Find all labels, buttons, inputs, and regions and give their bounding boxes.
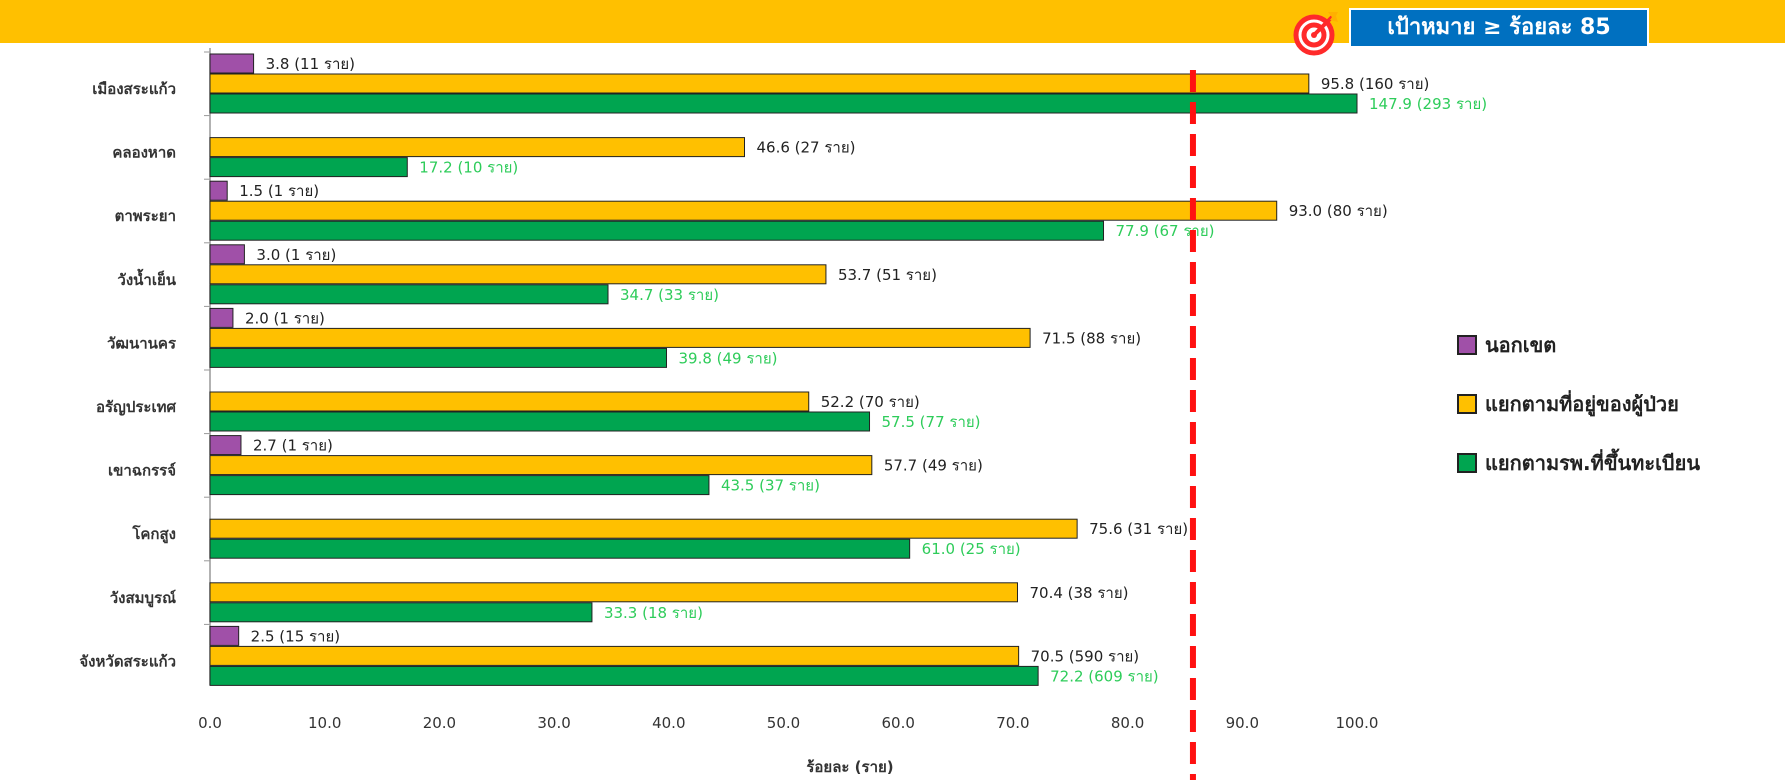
bar-patient [209,73,1310,94]
data-label: 17.2 (10 ราย) [419,159,518,177]
data-label: 93.0 (80 ราย) [1289,202,1388,220]
category-label: ตาพระยา [115,207,176,225]
data-label: 1.5 (1 ราย) [239,182,319,200]
data-label: 77.9 (67 ราย) [1116,222,1215,240]
data-label: 52.2 (70 ราย) [821,393,920,411]
bar-patient [209,327,1031,348]
data-label: 39.8 (49 ราย) [679,349,778,367]
legend-item-registered: แยกตามรพ.ที่ขึ้นทะเบียน [1457,448,1700,478]
bar-patient [209,518,1078,539]
bar-patient [209,200,1278,221]
data-label: 70.4 (38 ราย) [1029,584,1128,602]
legend-label-patient: แยกตามที่อยู่ของผู้ป่วย [1485,392,1679,416]
data-label: 70.5 (590 ราย) [1031,647,1140,665]
target-bullseye-icon [1293,12,1338,56]
category-label: เขาฉกรรจ์ [108,462,176,480]
bar-registered [209,475,710,496]
target-label: เป้าหมาย ≥ ร้อยละ 85 [1349,8,1649,48]
bar-outside [209,435,242,456]
x-axis-title: ร้อยละ (ราย) [806,758,893,776]
data-label: 95.8 (160 ราย) [1321,75,1430,93]
bar-registered [209,538,911,559]
bar-registered [209,93,1358,114]
data-label: 71.5 (88 ราย) [1042,329,1141,347]
data-label: 147.9 (293 ราย) [1369,95,1487,113]
data-label: 2.5 (15 ราย) [251,627,340,645]
bar-patient [209,582,1018,603]
x-tick-label: 40.0 [652,714,685,732]
bar-outside [209,244,245,265]
category-label: วังสมบูรณ์ [110,589,176,608]
data-label: 3.0 (1 ราย) [256,246,336,264]
bar-outside [209,53,255,74]
data-label: 57.7 (49 ราย) [884,457,983,475]
data-label: 3.8 (11 ราย) [266,55,355,73]
data-label: 57.5 (77 ราย) [882,413,981,431]
x-tick-label: 20.0 [423,714,456,732]
category-label: คลองหาด [112,144,176,162]
bar-registered [209,157,408,178]
category-label: อรัญประเทศ [96,398,176,416]
data-label: 34.7 (33 ราย) [620,286,719,304]
bar-patient [209,645,1020,666]
data-label: 46.6 (27 ราย) [757,139,856,157]
data-label: 2.7 (1 ราย) [253,437,333,455]
bar-patient [209,391,810,412]
x-tick-label: 0.0 [198,714,222,732]
category-label: วังน้ำเย็น [117,268,176,289]
legend-label-outside: นอกเขต [1485,333,1557,357]
legend-swatch-registered [1457,453,1477,473]
category-label: วัฒนานคร [107,334,177,352]
legend-item-patient: แยกตามที่อยู่ของผู้ป่วย [1457,389,1700,419]
bar-patient [209,264,827,285]
legend: นอกเขต แยกตามที่อยู่ของผู้ป่วย แยกตามรพ.… [1457,330,1700,507]
bar-outside [209,180,228,201]
category-label: เมืองสระแก้ว [92,80,176,98]
data-label: 43.5 (37 ราย) [721,477,820,495]
bar-outside [209,307,234,328]
bar-registered [209,220,1105,241]
data-label: 72.2 (609 ราย) [1050,667,1159,685]
legend-item-outside: นอกเขต [1457,330,1700,360]
x-tick-label: 70.0 [996,714,1029,732]
bar-patient [209,455,873,476]
category-label: จังหวัดสระแก้ว [79,652,176,670]
legend-label-registered: แยกตามรพ.ที่ขึ้นทะเบียน [1485,451,1701,475]
bar-patient [209,137,746,158]
data-label: 75.6 (31 ราย) [1089,520,1188,538]
x-tick-label: 60.0 [881,714,914,732]
bar-registered [209,411,871,432]
data-label: 2.0 (1 ราย) [245,309,325,327]
data-label: 61.0 (25 ราย) [922,540,1021,558]
x-tick-label: 90.0 [1226,714,1259,732]
bar-registered [209,347,668,368]
x-tick-label: 100.0 [1336,714,1379,732]
x-tick-label: 50.0 [767,714,800,732]
legend-swatch-outside [1457,335,1477,355]
category-label: โคกสูง [131,524,176,544]
data-label: 53.7 (51 ราย) [838,266,937,284]
x-tick-label: 10.0 [308,714,341,732]
bar-outside [209,625,240,646]
bar-registered [209,602,593,623]
x-tick-label: 80.0 [1111,714,1144,732]
legend-swatch-patient [1457,394,1477,414]
data-label: 33.3 (18 ราย) [604,604,703,622]
x-tick-label: 30.0 [537,714,570,732]
bar-registered [209,284,609,305]
bar-registered [209,665,1039,686]
